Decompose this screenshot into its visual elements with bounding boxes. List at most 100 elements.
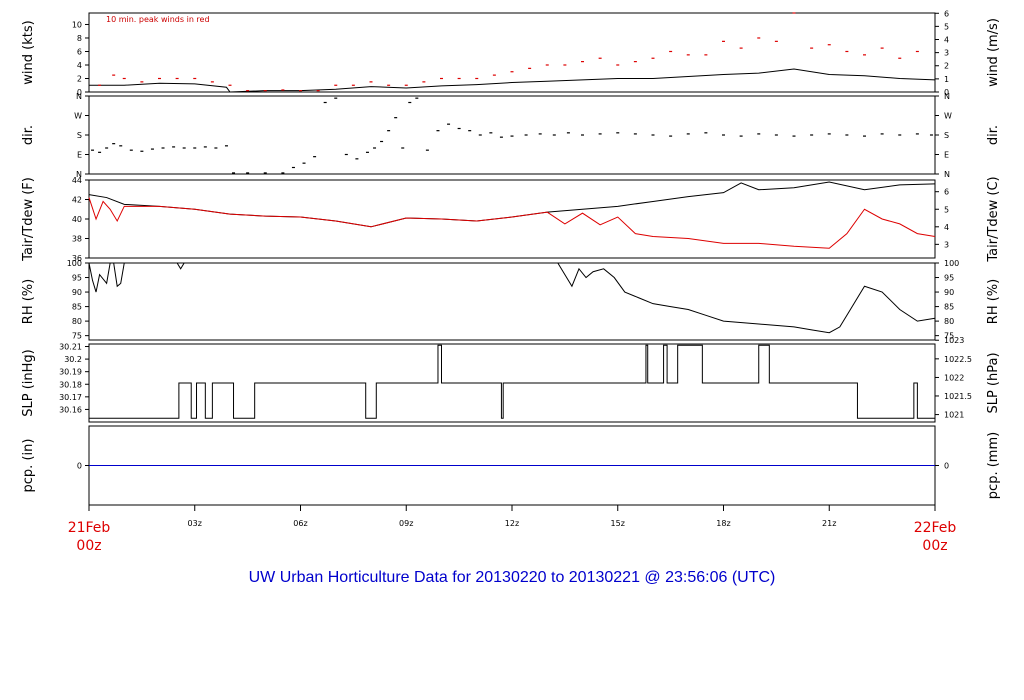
data-point — [552, 134, 556, 136]
data-point — [524, 134, 528, 136]
data-point — [566, 132, 570, 134]
left-tick-label: N — [76, 92, 82, 101]
data-point — [313, 156, 317, 158]
data-point — [105, 147, 109, 149]
left-tick-label: 30.19 — [59, 368, 82, 377]
left-tick-label: 30.16 — [59, 405, 82, 414]
data-point — [150, 148, 154, 150]
x-tick-label: 09z — [399, 519, 413, 528]
x-tick-label: 15z — [611, 519, 625, 528]
data-point — [704, 132, 708, 134]
data-point — [739, 47, 743, 49]
data-point — [810, 134, 814, 136]
y-axis-label-right: dir. — [986, 125, 1001, 145]
data-point — [193, 77, 197, 80]
y-axis-label-right: SLP (hPa) — [986, 352, 1001, 413]
right-tick-label: 5 — [944, 22, 949, 31]
data-point — [538, 133, 542, 135]
data-point — [810, 47, 814, 49]
data-point — [334, 84, 338, 86]
data-point — [545, 64, 549, 66]
y-axis-label-left: dir. — [21, 125, 36, 145]
data-point — [704, 54, 708, 56]
data-point — [334, 97, 338, 99]
data-point — [792, 135, 796, 137]
data-point — [291, 166, 295, 169]
chart-title: UW Urban Horticulture Data for 20130220 … — [249, 569, 776, 586]
left-tick-label: 85 — [72, 303, 82, 312]
series-dir-direction — [91, 97, 933, 174]
data-point — [757, 133, 761, 135]
series-slp-slp — [89, 344, 935, 419]
right-tick-label: 6 — [944, 188, 949, 197]
panel-rh: 75 80 85 90 95 100 75 80 85 90 95 100 RH (%) RH (%) — [21, 259, 1001, 341]
data-point — [355, 158, 359, 160]
right-tick-label: 0 — [944, 462, 949, 471]
x-tick-label: 03z — [188, 519, 202, 528]
data-point — [633, 61, 637, 63]
right-tick-label: 3 — [944, 240, 949, 249]
data-point — [686, 133, 690, 135]
data-point — [182, 147, 186, 149]
right-tick-label: N — [944, 92, 950, 101]
data-point — [478, 134, 482, 136]
right-tick-label: 100 — [944, 259, 959, 268]
left-tick-label: 30.2 — [64, 355, 82, 364]
data-point — [161, 147, 165, 149]
data-point — [774, 40, 778, 42]
data-point — [98, 84, 102, 86]
data-point — [203, 146, 207, 148]
data-point — [669, 50, 673, 53]
left-tick-label: 40 — [72, 215, 82, 224]
data-point — [425, 149, 429, 151]
right-tick-label: 1021 — [944, 411, 964, 420]
data-point — [457, 77, 461, 80]
right-tick-label: 4 — [944, 223, 949, 232]
data-point — [263, 90, 267, 92]
data-point — [140, 150, 144, 152]
x-tick-label: 18z — [716, 519, 730, 528]
data-point — [98, 151, 102, 153]
right-tick-label: 1022.5 — [944, 355, 972, 364]
x-tick-label-date: 21Feb — [68, 520, 111, 536]
left-tick-label: 36 — [72, 254, 82, 263]
right-tick-label: 80 — [944, 317, 954, 326]
data-point — [112, 74, 116, 76]
data-point — [845, 134, 849, 136]
data-point — [457, 127, 461, 130]
panel-frame — [88, 95, 936, 175]
x-tick-label-date: 22Feb — [914, 520, 957, 536]
left-tick-label: N — [76, 170, 82, 179]
data-point — [175, 77, 179, 80]
data-point — [598, 57, 602, 59]
data-point — [898, 57, 902, 59]
data-point — [246, 172, 250, 174]
left-tick-label: 2 — [77, 74, 82, 83]
right-tick-label: 3 — [944, 49, 949, 58]
data-point — [408, 101, 412, 104]
data-point — [214, 147, 218, 149]
data-point — [387, 84, 391, 86]
panel-frame — [88, 262, 936, 341]
right-tick-label: S — [944, 131, 949, 140]
data-point — [323, 101, 327, 104]
data-point — [581, 61, 584, 63]
data-point — [528, 67, 532, 69]
data-point — [228, 84, 232, 86]
data-point — [581, 134, 584, 136]
series-temp-tair — [88, 181, 936, 228]
right-tick-label: 2 — [944, 62, 949, 71]
data-point — [281, 172, 285, 174]
data-point — [792, 12, 796, 14]
x-tick-label: 06z — [293, 519, 307, 528]
data-point — [616, 64, 620, 66]
data-point — [827, 133, 831, 135]
data-point — [722, 134, 725, 136]
data-point — [140, 81, 144, 83]
x-tick-label-hour: 00z — [922, 538, 947, 554]
left-tick-label: 10 — [72, 20, 82, 29]
x-axis: 21Feb 00z 03z 06z 09z 12z 15z 18z 21z 22Feb 00z — [68, 505, 957, 554]
x-tick-label-hour: 00z — [76, 538, 101, 554]
y-axis-label-left: wind (kts) — [21, 20, 36, 84]
y-axis-label-left: Tair/Tdew (F) — [21, 177, 36, 262]
